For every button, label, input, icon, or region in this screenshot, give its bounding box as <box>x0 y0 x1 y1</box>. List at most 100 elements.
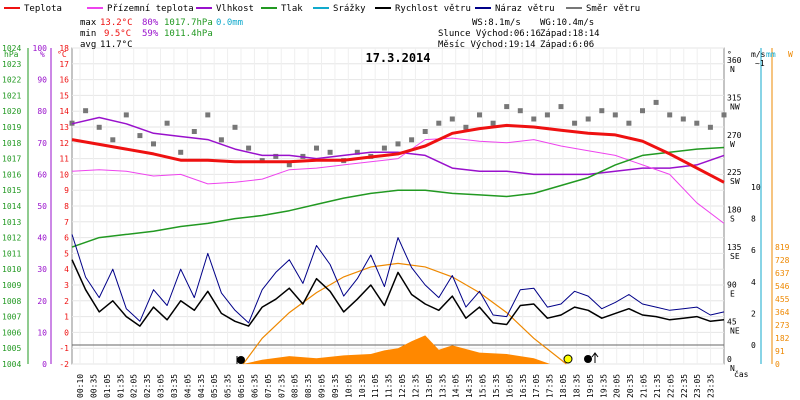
tick-x: 21:05 <box>640 374 649 398</box>
tick-x: 04:05 <box>183 374 192 398</box>
tick-hpa: 1007 <box>2 313 21 322</box>
tick-x: 14:35 <box>465 374 474 398</box>
legend-teplota: Teplota <box>24 4 62 14</box>
point-smer-vetru <box>626 120 632 126</box>
wind-wg: WG:10.4m/s <box>540 18 594 28</box>
tick-x: 12:35 <box>411 374 420 398</box>
tick-pct: 30 <box>37 265 47 274</box>
tick-x: 19:05 <box>586 374 595 398</box>
tick-x: 15:35 <box>492 374 501 398</box>
tick-pct: 70 <box>37 139 47 148</box>
point-smer-vetru <box>449 116 455 122</box>
tick-hpa: 1015 <box>2 186 21 195</box>
tick-dir-deg: 0 <box>727 355 732 364</box>
tick-x: 10:35 <box>358 374 367 398</box>
tick-dir-name: W <box>730 140 735 149</box>
tick-dir-name: N <box>730 65 735 74</box>
stat-max-temp: 13.2°C <box>100 18 133 28</box>
tick-hpa: 1017 <box>2 155 21 164</box>
chart-title: 17.3.2014 <box>365 51 430 65</box>
point-smer-vetru <box>178 149 184 155</box>
tick-dir-deg: 135 <box>727 243 742 252</box>
tick-x: 16:35 <box>519 374 528 398</box>
point-smer-vetru <box>612 112 618 118</box>
tick-x: 15:05 <box>479 374 488 398</box>
sunrise-marker-icon <box>237 356 245 364</box>
tick-temp: 3 <box>64 281 69 290</box>
sun-rise: Slunce Východ:06:16 <box>438 29 541 39</box>
legend-naraz-vetru: Náraz větru <box>495 4 555 14</box>
tick-x: 02:05 <box>130 374 139 398</box>
point-smer-vetru <box>110 137 116 143</box>
tick-ms: 10 <box>751 183 761 192</box>
stat-max-hum: 80% <box>142 18 159 28</box>
solar-layer <box>242 262 567 365</box>
point-smer-vetru <box>436 120 442 126</box>
tick-wm2: 546 <box>775 282 790 291</box>
sun-set: Západ:18:14 <box>540 29 600 39</box>
tick-temp: 8 <box>64 202 69 211</box>
tick-x: 06:35 <box>250 374 259 398</box>
tick-x: 18:05 <box>559 374 568 398</box>
moon-set: Západ:6:06 <box>540 40 594 50</box>
axis-label-pct: % <box>40 50 45 59</box>
tick-temp: -1 <box>59 344 69 353</box>
tick-hpa: 1008 <box>2 297 21 306</box>
tick-x: 19:35 <box>599 374 608 398</box>
legend-tlak: Tlak <box>281 4 303 14</box>
point-smer-vetru <box>531 116 537 122</box>
series-solar-clear-line <box>242 262 567 365</box>
point-smer-vetru <box>381 145 387 151</box>
tick-pct: 60 <box>37 170 47 179</box>
tick-hpa: 1010 <box>2 265 21 274</box>
tick-x: 17:35 <box>546 374 555 398</box>
stat-min-press: 1011.4hPa <box>164 29 213 39</box>
tick-x: 16:05 <box>505 374 514 398</box>
stat-min-temp: 9.5°C <box>104 29 131 39</box>
point-smer-vetru <box>585 116 591 122</box>
tick-x: 11:05 <box>371 374 380 398</box>
moon-rise: Měsíc Východ:19:14 <box>438 40 536 50</box>
tick-temp: 2 <box>64 297 69 306</box>
tick-temp: 16 <box>59 76 69 85</box>
point-smer-vetru <box>205 112 211 118</box>
tick-x: 14:05 <box>452 374 461 398</box>
tick-ms: 4 <box>751 278 756 287</box>
point-smer-vetru <box>694 120 700 126</box>
tick-x: 01:35 <box>116 374 125 398</box>
tick-temp: 9 <box>64 186 69 195</box>
axis-label-hpa: hPa <box>4 50 19 59</box>
axis-label-temp: °C <box>57 50 67 59</box>
point-smer-vetru <box>191 129 197 134</box>
stats: max 13.2°C 80% 1017.7hPa 0.0mm min 9.5°C… <box>80 18 243 50</box>
point-smer-vetru <box>707 124 713 130</box>
moonrise-arrowhead-icon <box>591 352 599 358</box>
point-smer-vetru <box>463 124 469 130</box>
tick-hpa: 1023 <box>2 60 21 69</box>
tick-temp: 17 <box>59 60 69 69</box>
tick-x: 23:05 <box>693 374 702 398</box>
tick-x: 09:05 <box>318 374 327 398</box>
tick-x: 22:35 <box>680 374 689 398</box>
tick-dir-name: N <box>730 364 735 373</box>
tick-dir-deg: 315 <box>727 93 742 102</box>
point-smer-vetru <box>137 133 143 139</box>
tick-pct: 40 <box>37 234 47 243</box>
point-smer-vetru <box>151 141 156 147</box>
tick-x: 05:05 <box>210 374 219 398</box>
tick-dir-deg: 270 <box>727 131 742 140</box>
point-smer-vetru <box>640 108 645 114</box>
tick-hpa: 1024 <box>2 44 21 53</box>
tick-hpa: 1020 <box>2 107 21 116</box>
tick-dir-deg: 225 <box>727 168 742 177</box>
tick-x: 11:35 <box>385 374 394 398</box>
tick-x: 08:05 <box>291 374 300 398</box>
tick-x: 06:05 <box>237 374 246 398</box>
point-smer-vetru <box>517 108 523 114</box>
point-smer-vetru <box>653 99 659 105</box>
tick-x: 03:35 <box>170 374 179 398</box>
tick-wm2: 637 <box>775 269 790 278</box>
axis-label-mm: mm <box>766 50 776 59</box>
tick-dir-deg: 360 <box>727 56 742 65</box>
point-smer-vetru <box>246 145 252 151</box>
